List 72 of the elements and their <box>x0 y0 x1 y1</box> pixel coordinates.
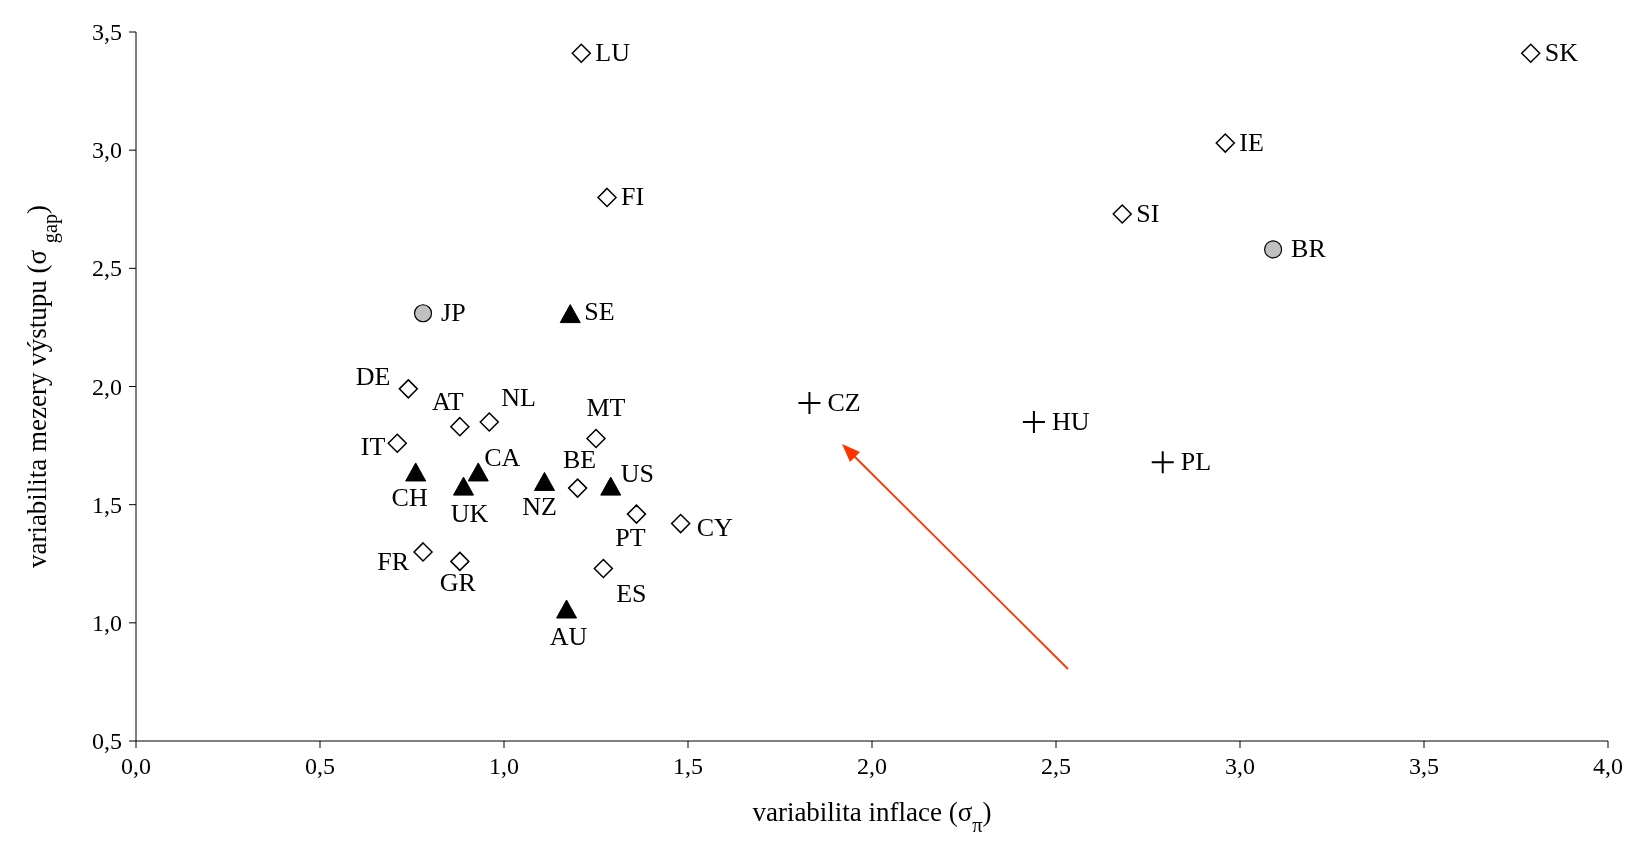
y-tick-label: 1,0 <box>92 609 122 636</box>
annotation: IT <box>360 432 386 462</box>
point <box>479 412 500 432</box>
annotation: LU <box>595 38 631 68</box>
point <box>453 476 475 496</box>
point <box>413 304 433 323</box>
point <box>600 476 622 496</box>
y-tick-label: 3,5 <box>92 19 122 45</box>
annotation: ES <box>616 579 647 609</box>
x-tick-label: 0,5 <box>305 753 335 779</box>
point <box>413 542 433 562</box>
point <box>586 428 606 449</box>
annotation: JP <box>441 298 466 328</box>
annotation: DE <box>355 361 391 391</box>
point <box>450 551 470 572</box>
y-tick-label: 2,0 <box>92 373 122 400</box>
point <box>626 504 647 524</box>
point <box>593 558 614 579</box>
annotation: US <box>620 459 654 489</box>
annotation: CY <box>696 512 733 542</box>
point <box>1264 240 1283 259</box>
point <box>1520 43 1541 64</box>
annotation: MT <box>586 393 626 423</box>
point <box>556 599 578 619</box>
x-tick-label: 3,0 <box>1225 753 1255 779</box>
annotation: SK <box>1544 38 1579 68</box>
x-tick-label: 2,5 <box>1041 753 1071 779</box>
annotation: SI <box>1136 198 1160 228</box>
annotation: AU <box>549 622 588 652</box>
annotation: BE <box>562 445 597 475</box>
annotation: PL <box>1180 447 1212 477</box>
point <box>1022 410 1045 433</box>
annotation: SE <box>584 296 615 326</box>
annotation: BR <box>1291 234 1327 264</box>
point <box>1151 451 1174 474</box>
annotation: GR <box>439 568 477 598</box>
point <box>559 304 581 324</box>
point <box>387 433 408 453</box>
y-tick-label: 3,0 <box>92 137 122 164</box>
point <box>597 187 617 208</box>
annotation: UK <box>450 499 489 529</box>
y-tick-label: 1,5 <box>92 491 122 518</box>
point <box>567 478 588 498</box>
annotation: HU <box>1051 406 1090 436</box>
y-tick-label: 2,5 <box>92 255 122 282</box>
annotation: PT <box>615 523 646 553</box>
x-tick-label: 3,5 <box>1409 753 1439 779</box>
annotation: AT <box>431 386 464 416</box>
point <box>1112 204 1132 224</box>
annotation: FR <box>377 546 410 576</box>
x-axis-title: variabilita inflace (σ$_{π}$) <box>752 797 992 836</box>
x-tick-label: 0,0 <box>121 753 151 779</box>
x-tick-label: 2,0 <box>857 753 887 779</box>
point <box>450 416 470 437</box>
point <box>798 392 821 415</box>
point <box>1215 133 1236 153</box>
y-tick-label: 0,5 <box>92 728 122 754</box>
annotation: NZ <box>522 492 557 522</box>
x-tick-label: 1,5 <box>673 753 703 779</box>
point <box>405 462 427 482</box>
x-tick-label: 1,0 <box>489 753 519 779</box>
point <box>670 513 691 534</box>
point <box>533 471 555 491</box>
x-tick-label: 4,0 <box>1593 753 1623 779</box>
annotation: NL <box>501 382 536 412</box>
annotation: CH <box>391 482 428 512</box>
point <box>571 43 592 64</box>
point <box>398 379 419 399</box>
annotation: CZ <box>827 388 861 418</box>
annotation: IE <box>1239 128 1264 158</box>
annotation: FI <box>621 182 645 212</box>
annotation: CA <box>484 442 521 472</box>
